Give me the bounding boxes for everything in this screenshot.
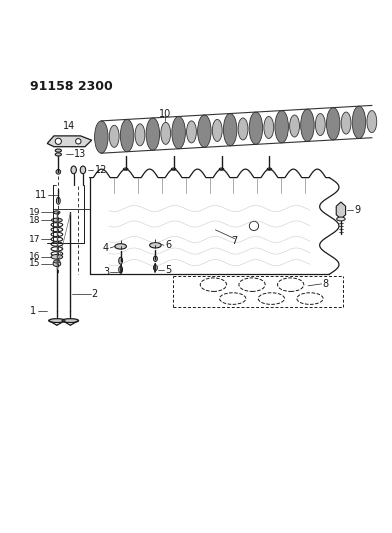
Ellipse shape bbox=[119, 266, 123, 273]
Text: 15: 15 bbox=[29, 259, 41, 268]
Ellipse shape bbox=[249, 112, 263, 144]
Ellipse shape bbox=[119, 257, 123, 264]
Text: 2: 2 bbox=[92, 288, 98, 298]
Ellipse shape bbox=[54, 260, 60, 263]
Ellipse shape bbox=[120, 119, 134, 152]
Text: 18: 18 bbox=[29, 216, 41, 224]
Circle shape bbox=[249, 221, 259, 231]
Text: 5: 5 bbox=[165, 264, 171, 274]
Ellipse shape bbox=[367, 110, 377, 133]
Ellipse shape bbox=[264, 116, 274, 139]
Ellipse shape bbox=[327, 108, 340, 140]
Text: 19: 19 bbox=[29, 208, 41, 217]
Text: 6: 6 bbox=[165, 240, 171, 251]
Ellipse shape bbox=[51, 255, 63, 259]
Ellipse shape bbox=[337, 217, 345, 221]
Polygon shape bbox=[336, 202, 346, 219]
Text: 16: 16 bbox=[29, 252, 41, 261]
Ellipse shape bbox=[55, 149, 62, 152]
Ellipse shape bbox=[219, 168, 224, 170]
Ellipse shape bbox=[267, 168, 272, 170]
Text: 11: 11 bbox=[34, 190, 47, 200]
Ellipse shape bbox=[123, 168, 128, 170]
Ellipse shape bbox=[275, 110, 289, 143]
Ellipse shape bbox=[212, 119, 222, 141]
Text: 9: 9 bbox=[354, 205, 361, 215]
Ellipse shape bbox=[49, 319, 65, 322]
Ellipse shape bbox=[223, 114, 237, 146]
Ellipse shape bbox=[53, 261, 61, 266]
Text: 14: 14 bbox=[64, 121, 76, 131]
Text: 1: 1 bbox=[29, 306, 36, 316]
Ellipse shape bbox=[198, 115, 211, 147]
Ellipse shape bbox=[109, 125, 119, 147]
Text: 7: 7 bbox=[232, 236, 238, 246]
Ellipse shape bbox=[154, 265, 157, 271]
Text: 4: 4 bbox=[103, 243, 109, 253]
Ellipse shape bbox=[115, 244, 127, 249]
Ellipse shape bbox=[238, 118, 248, 140]
Ellipse shape bbox=[341, 112, 351, 134]
Ellipse shape bbox=[54, 211, 60, 214]
Ellipse shape bbox=[150, 243, 161, 248]
Ellipse shape bbox=[56, 197, 60, 204]
Text: 3: 3 bbox=[103, 266, 109, 277]
Ellipse shape bbox=[51, 218, 62, 222]
Text: 8: 8 bbox=[322, 279, 328, 289]
Circle shape bbox=[76, 139, 81, 144]
Text: 12: 12 bbox=[94, 165, 107, 175]
Ellipse shape bbox=[352, 106, 366, 139]
Ellipse shape bbox=[154, 256, 157, 262]
Ellipse shape bbox=[146, 118, 160, 150]
Ellipse shape bbox=[80, 166, 86, 174]
Ellipse shape bbox=[301, 109, 314, 141]
Circle shape bbox=[55, 138, 62, 144]
Ellipse shape bbox=[316, 114, 325, 135]
Ellipse shape bbox=[71, 166, 76, 174]
Ellipse shape bbox=[94, 121, 108, 153]
Text: 91158 2300: 91158 2300 bbox=[30, 80, 113, 93]
Ellipse shape bbox=[135, 124, 145, 146]
Ellipse shape bbox=[187, 121, 196, 143]
Ellipse shape bbox=[172, 117, 185, 149]
Ellipse shape bbox=[161, 123, 171, 144]
Text: 13: 13 bbox=[74, 149, 86, 159]
Text: 10: 10 bbox=[159, 109, 171, 119]
Ellipse shape bbox=[55, 153, 62, 156]
Polygon shape bbox=[47, 136, 92, 147]
Circle shape bbox=[56, 169, 61, 174]
Text: 17: 17 bbox=[29, 235, 41, 244]
Ellipse shape bbox=[62, 319, 78, 322]
Ellipse shape bbox=[290, 115, 299, 137]
Ellipse shape bbox=[171, 168, 176, 170]
